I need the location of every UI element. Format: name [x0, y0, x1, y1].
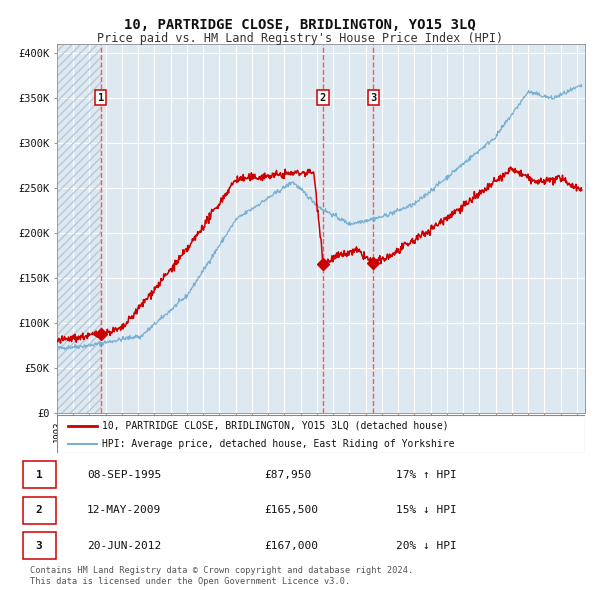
- Text: 2: 2: [35, 506, 43, 515]
- Text: 08-SEP-1995: 08-SEP-1995: [87, 470, 161, 480]
- Text: 1: 1: [35, 470, 43, 480]
- Text: 20% ↓ HPI: 20% ↓ HPI: [396, 541, 457, 550]
- Text: £87,950: £87,950: [264, 470, 311, 480]
- Bar: [57, 44, 101, 413]
- Text: £167,000: £167,000: [264, 541, 318, 550]
- Text: 10, PARTRIDGE CLOSE, BRIDLINGTON, YO15 3LQ: 10, PARTRIDGE CLOSE, BRIDLINGTON, YO15 3…: [124, 18, 476, 32]
- Text: 1: 1: [98, 93, 104, 103]
- Text: HPI: Average price, detached house, East Riding of Yorkshire: HPI: Average price, detached house, East…: [102, 440, 454, 450]
- Text: 17% ↑ HPI: 17% ↑ HPI: [396, 470, 457, 480]
- Text: 2: 2: [320, 93, 326, 103]
- Text: 20-JUN-2012: 20-JUN-2012: [87, 541, 161, 550]
- Text: 3: 3: [370, 93, 376, 103]
- Text: £165,500: £165,500: [264, 506, 318, 515]
- Text: 3: 3: [35, 541, 43, 550]
- Text: Contains HM Land Registry data © Crown copyright and database right 2024.
This d: Contains HM Land Registry data © Crown c…: [30, 566, 413, 586]
- Text: Price paid vs. HM Land Registry's House Price Index (HPI): Price paid vs. HM Land Registry's House …: [97, 32, 503, 45]
- Text: 15% ↓ HPI: 15% ↓ HPI: [396, 506, 457, 515]
- Text: 10, PARTRIDGE CLOSE, BRIDLINGTON, YO15 3LQ (detached house): 10, PARTRIDGE CLOSE, BRIDLINGTON, YO15 3…: [102, 421, 449, 431]
- Text: 12-MAY-2009: 12-MAY-2009: [87, 506, 161, 515]
